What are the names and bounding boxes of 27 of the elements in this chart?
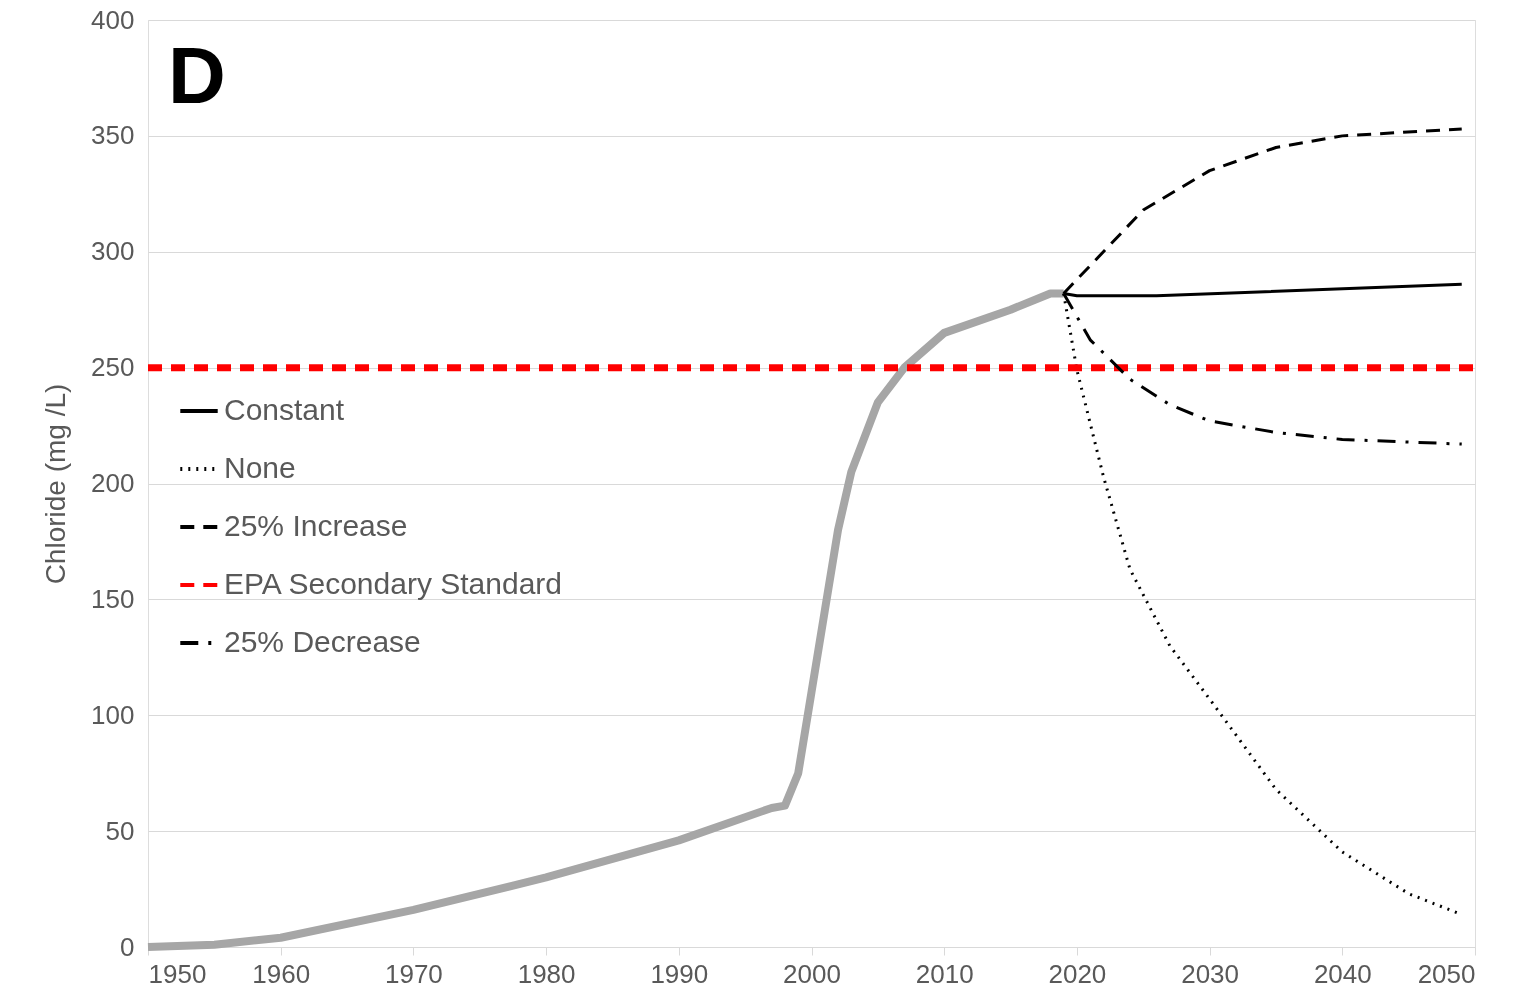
legend-label: EPA Secondary Standard xyxy=(224,567,562,600)
x-tick-label: 1960 xyxy=(252,958,311,989)
y-tick-label: 400 xyxy=(91,4,135,35)
x-tick-label: 2030 xyxy=(1181,958,1240,989)
legend-label: None xyxy=(224,451,296,484)
legend-label: 25% Decrease xyxy=(224,625,421,658)
y-tick-label: 300 xyxy=(91,236,135,267)
y-tick-label: 250 xyxy=(91,352,135,383)
y-axis-title: Chloride (mg /L) xyxy=(40,383,72,585)
x-tick-label: 1950 xyxy=(148,958,207,989)
y-tick-label: 100 xyxy=(91,699,135,730)
x-tick-label: 2020 xyxy=(1048,958,1107,989)
x-tick-label: 1970 xyxy=(384,958,443,989)
y-tick-label: 200 xyxy=(91,468,135,498)
x-tick-label: 2040 xyxy=(1313,958,1372,989)
annotation: D xyxy=(168,31,226,120)
x-tick-label: 1980 xyxy=(517,958,576,989)
x-tick-label: 2050 xyxy=(1417,958,1476,989)
x-tick-label: 2000 xyxy=(783,958,841,989)
y-tick-label: 350 xyxy=(91,120,135,151)
legend-label: 25% Increase xyxy=(224,509,408,542)
y-tick-label: 150 xyxy=(91,583,135,614)
y-tick-label: 0 xyxy=(120,931,135,962)
x-tick-label: 1990 xyxy=(650,958,709,989)
y-tick-label: 50 xyxy=(105,815,135,846)
x-tick-label: 2010 xyxy=(915,958,974,989)
legend-label: Constant xyxy=(224,393,345,426)
